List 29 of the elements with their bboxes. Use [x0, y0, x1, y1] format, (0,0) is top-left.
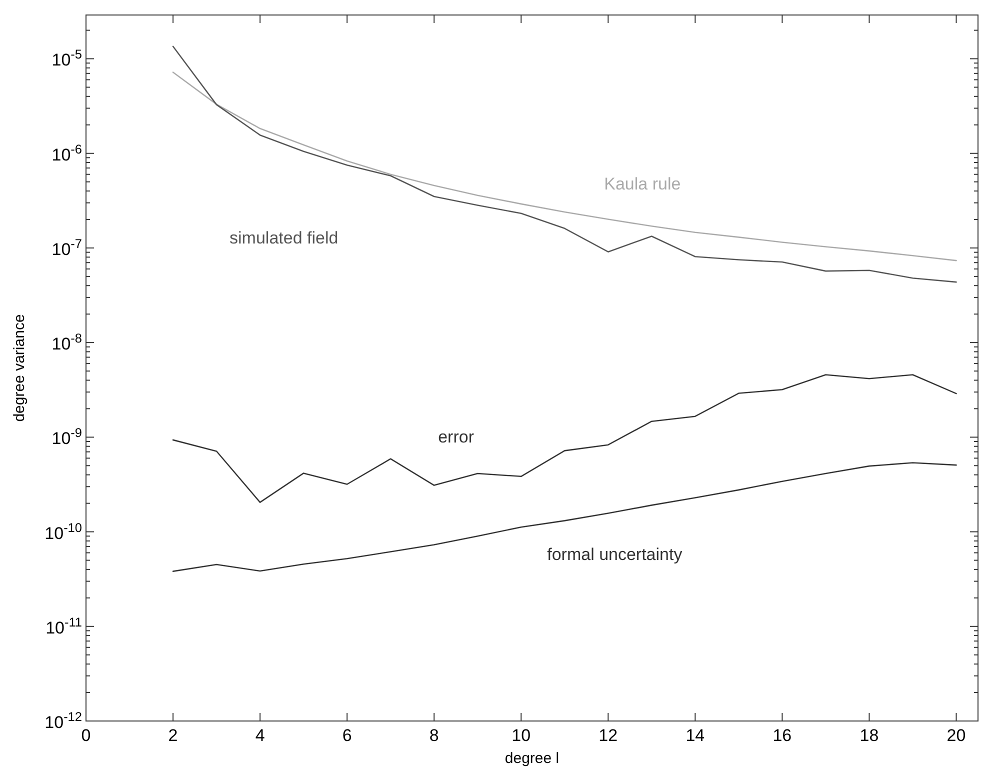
y-tick-label: 10$^{-7}$ [52, 235, 82, 259]
x-tick-label: 2 [168, 726, 178, 745]
line-series [172, 46, 957, 283]
series-label: Kaula rule [604, 174, 681, 194]
line-series [172, 462, 957, 572]
x-tick-label: 12 [598, 726, 618, 745]
x-tick-label: 6 [342, 726, 352, 745]
x-tick-label: 10 [512, 726, 531, 745]
series-label: error [438, 428, 474, 447]
line-series [172, 374, 957, 503]
x-tick-label: 14 [686, 726, 705, 745]
x-tick-label: 16 [772, 726, 792, 745]
line-series [172, 72, 957, 262]
x-axis-title: degree l [504, 750, 560, 767]
y-tick-label: 10$^{-11}$ [46, 614, 82, 638]
x-tick-label: 0 [81, 726, 91, 745]
y-axis-title: degree variance [11, 314, 28, 422]
x-tick-label: 20 [946, 726, 966, 745]
y-tick-label: 10$^{-9}$ [52, 424, 82, 448]
y-tick-label: 10$^{-8}$ [52, 330, 82, 354]
y-tick-label: 10$^{-5}$ [52, 46, 82, 70]
x-tick-label: 18 [860, 726, 879, 745]
x-tick-label: 4 [255, 726, 265, 745]
series-label: formal uncertainty [547, 546, 683, 565]
y-tick-label: 10$^{-6}$ [52, 140, 82, 164]
y-tick-label: 10$^{-10}$ [44, 519, 82, 543]
text: simulated field [230, 229, 338, 248]
y-tick-label: 10$^{-12}$ [44, 708, 82, 732]
x-tick-label: 8 [429, 726, 439, 745]
